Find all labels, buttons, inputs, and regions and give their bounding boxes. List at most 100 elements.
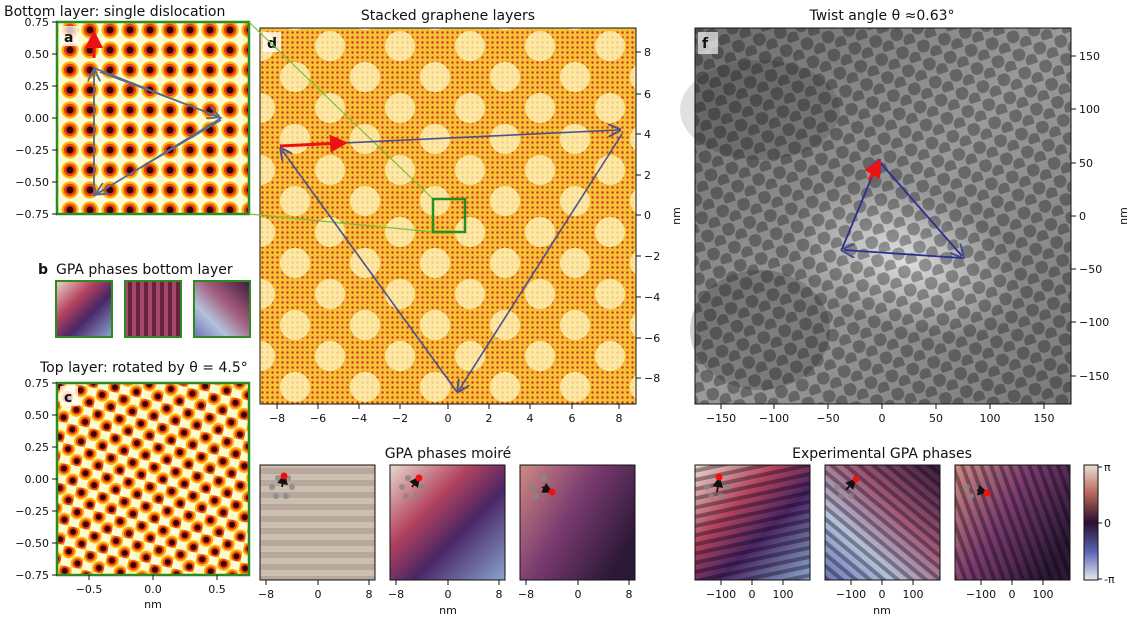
svg-text:−6: −6 <box>644 332 660 345</box>
phase-map-3 <box>519 464 636 581</box>
burgers-vector-arrow <box>864 158 881 181</box>
svg-text:8: 8 <box>626 588 633 601</box>
svg-text:0: 0 <box>879 412 886 425</box>
panel-letter: f <box>702 36 709 52</box>
phase-map-2 <box>124 280 182 338</box>
selected-spot <box>715 473 723 481</box>
zoom-box <box>431 197 467 234</box>
svg-text:0: 0 <box>315 588 322 601</box>
panel-letter: b <box>38 262 48 278</box>
y-axis-label: nm <box>670 207 683 225</box>
moire-pattern <box>260 28 636 404</box>
panel-d-title: Stacked graphene layers <box>361 8 535 24</box>
selected-spot <box>983 489 991 497</box>
svg-text:100: 100 <box>903 588 924 601</box>
selected-spot <box>548 488 556 496</box>
svg-text:0: 0 <box>1009 588 1016 601</box>
x-axis-ticks: −100 0 100 −100 0 100 −100 0 100 <box>706 588 1054 601</box>
svg-text:0.0: 0.0 <box>144 583 162 596</box>
panel-c: Top layer: rotated by θ = 4.5° c 0.75 0.… <box>15 360 251 611</box>
x-axis-ticks: −0.5 0.0 0.5 <box>76 583 226 596</box>
svg-text:0: 0 <box>445 588 452 601</box>
panel-e: e GPA phases moiré −8 0 8 −8 0 8 <box>258 446 636 617</box>
svg-text:0: 0 <box>1104 517 1111 530</box>
panel-g: g Experimental GPA phases −100 0 100 −10… <box>694 446 1115 617</box>
svg-text:0: 0 <box>1079 210 1086 223</box>
svg-text:−8: −8 <box>388 588 404 601</box>
selected-spot <box>852 475 860 483</box>
svg-text:8: 8 <box>496 588 503 601</box>
svg-text:−0.5: −0.5 <box>76 583 103 596</box>
phase-colorbar <box>1083 464 1099 581</box>
y-axis-ticks: 0.75 0.50 0.25 0.00 −0.25 −0.50 −0.75 <box>15 377 49 582</box>
svg-text:−6: −6 <box>310 412 326 425</box>
svg-text:−100: −100 <box>706 588 736 601</box>
svg-text:−150: −150 <box>1079 370 1109 383</box>
y-axis-ticks: 150 100 50 0 −50 −100 −150 <box>1079 50 1109 383</box>
burgers-vector-arrow <box>279 134 348 153</box>
svg-text:−8: −8 <box>269 412 285 425</box>
lattice-image <box>57 383 249 575</box>
svg-text:0.25: 0.25 <box>25 441 50 454</box>
panel-f: Twist angle θ ≈0.63° f −150 −100 −50 0 5 <box>680 8 1130 425</box>
svg-text:0.25: 0.25 <box>25 80 50 93</box>
svg-text:0.75: 0.75 <box>25 377 50 390</box>
svg-text:−0.50: −0.50 <box>15 537 49 550</box>
svg-text:−0.75: −0.75 <box>15 208 49 221</box>
svg-text:−2: −2 <box>644 250 660 263</box>
svg-text:8: 8 <box>616 412 623 425</box>
svg-text:150: 150 <box>1034 412 1055 425</box>
y-axis-ticks: 8 6 4 2 0 −2 −4 −6 −8 <box>644 46 660 385</box>
svg-text:50: 50 <box>929 412 943 425</box>
burgers-circuit <box>877 159 962 256</box>
panel-g-title: Experimental GPA phases <box>792 446 972 462</box>
svg-text:−4: −4 <box>351 412 367 425</box>
panel-letter: c <box>64 390 72 406</box>
svg-text:0.00: 0.00 <box>25 473 50 486</box>
svg-text:100: 100 <box>773 588 794 601</box>
svg-text:0.50: 0.50 <box>25 48 50 61</box>
svg-text:−0.25: −0.25 <box>15 144 49 157</box>
svg-text:0.50: 0.50 <box>25 409 50 422</box>
svg-text:100: 100 <box>1079 103 1100 116</box>
svg-text:π: π <box>1104 461 1111 474</box>
svg-text:50: 50 <box>1079 157 1093 170</box>
selected-spot <box>415 474 423 482</box>
panel-b: b GPA phases bottom layer <box>38 262 251 338</box>
svg-text:2: 2 <box>644 169 651 182</box>
svg-text:−0.50: −0.50 <box>15 176 49 189</box>
svg-text:0: 0 <box>644 209 651 222</box>
svg-text:8: 8 <box>366 588 373 601</box>
reciprocal-spots <box>704 484 974 499</box>
panel-d: Stacked graphene layers d −8 −6 <box>248 8 683 425</box>
svg-text:8: 8 <box>644 46 651 59</box>
svg-text:0: 0 <box>749 588 756 601</box>
selected-spot <box>280 472 288 480</box>
svg-text:4: 4 <box>644 128 651 141</box>
svg-text:6: 6 <box>569 412 576 425</box>
y-axis-ticks: 0.75 0.50 0.25 0.00 −0.25 −0.50 −0.75 <box>15 16 49 221</box>
y-axis-label: nm <box>1117 207 1130 225</box>
svg-text:0: 0 <box>575 588 582 601</box>
moire-dots <box>695 28 1071 404</box>
x-axis-label: nm <box>873 604 891 617</box>
svg-text:−0.25: −0.25 <box>15 505 49 518</box>
svg-text:−150: −150 <box>706 412 736 425</box>
svg-text:100: 100 <box>980 412 1001 425</box>
colorbar-ticks: π 0 -π <box>1104 461 1115 586</box>
svg-text:−100: −100 <box>759 412 789 425</box>
svg-text:150: 150 <box>1079 50 1100 63</box>
svg-text:-π: -π <box>1104 573 1115 586</box>
phase-map-1 <box>259 464 376 581</box>
panel-a-title: Bottom layer: single dislocation <box>4 4 225 20</box>
svg-text:−50: −50 <box>816 412 839 425</box>
svg-text:−4: −4 <box>644 291 660 304</box>
panel-letter: a <box>64 30 73 46</box>
x-axis-ticks: −8 −6 −4 −2 0 2 4 6 8 <box>269 412 623 425</box>
svg-text:4: 4 <box>527 412 534 425</box>
svg-text:−100: −100 <box>836 588 866 601</box>
x-axis-ticks: −8 0 8 −8 0 8 −8 0 8 <box>258 588 633 601</box>
svg-text:−50: −50 <box>1079 263 1102 276</box>
svg-text:0.00: 0.00 <box>25 112 50 125</box>
